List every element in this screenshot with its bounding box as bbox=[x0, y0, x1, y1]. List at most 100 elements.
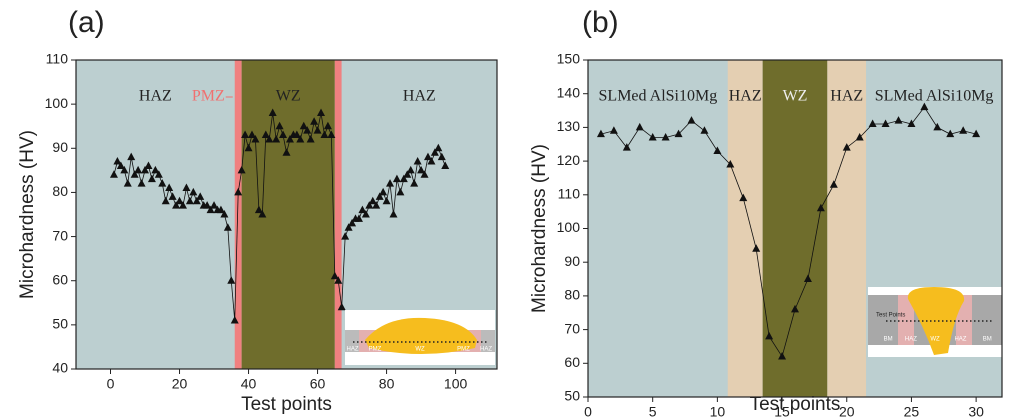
region-label: PMZ bbox=[192, 88, 225, 105]
data-point bbox=[127, 152, 136, 161]
data-point bbox=[341, 232, 350, 240]
data-point bbox=[130, 170, 139, 178]
data-point bbox=[247, 130, 256, 139]
data-point bbox=[403, 170, 412, 178]
y-axis-label: Microhardness (HV) bbox=[17, 130, 38, 299]
data-point bbox=[268, 108, 277, 116]
data-point bbox=[417, 165, 426, 174]
data-point bbox=[254, 205, 263, 214]
data-point bbox=[855, 133, 864, 141]
data-point bbox=[203, 201, 212, 209]
data-point bbox=[713, 146, 722, 154]
data-point bbox=[410, 179, 419, 187]
y-tick-label: 140 bbox=[557, 84, 581, 100]
inset-label: BM bbox=[983, 337, 992, 343]
inset-plate bbox=[345, 330, 359, 352]
inset-label: PMZ bbox=[369, 347, 382, 353]
data-point bbox=[375, 192, 384, 200]
data-point bbox=[141, 165, 150, 174]
data-point bbox=[223, 223, 232, 231]
data-point bbox=[739, 193, 748, 202]
inset-label: WZ bbox=[930, 337, 940, 343]
data-point bbox=[279, 130, 288, 139]
data-point bbox=[354, 214, 363, 222]
data-point bbox=[441, 161, 450, 169]
region-label: SLMed AlSi10Mg bbox=[599, 88, 718, 105]
data-point bbox=[109, 170, 118, 178]
data-point bbox=[609, 126, 618, 134]
inset-label: HAZ bbox=[347, 347, 359, 353]
region bbox=[588, 60, 728, 397]
region-label: HAZ bbox=[403, 88, 436, 105]
data-point bbox=[258, 210, 267, 218]
region bbox=[334, 60, 342, 369]
data-point bbox=[816, 203, 825, 212]
data-point bbox=[265, 134, 274, 143]
region-label: SLMed AlSi10Mg bbox=[875, 88, 994, 105]
data-point bbox=[881, 119, 890, 128]
region bbox=[727, 60, 763, 397]
data-point bbox=[420, 170, 429, 178]
data-point bbox=[700, 126, 709, 134]
inset-label: PMZ bbox=[457, 347, 470, 353]
data-point bbox=[299, 121, 308, 130]
data-point bbox=[765, 331, 774, 340]
y-tick-label: 100 bbox=[557, 219, 581, 235]
data-point bbox=[168, 192, 177, 200]
data-point bbox=[920, 102, 929, 111]
x-tick-label: 25 bbox=[904, 404, 920, 417]
data-point bbox=[372, 201, 381, 209]
data-point bbox=[216, 205, 225, 214]
data-point bbox=[946, 129, 955, 138]
data-point bbox=[317, 108, 326, 116]
y-tick-label: 150 bbox=[557, 51, 581, 67]
data-point bbox=[344, 223, 353, 231]
inset-weld bbox=[907, 287, 965, 355]
data-point bbox=[192, 196, 201, 205]
data-point bbox=[430, 148, 439, 156]
data-point bbox=[368, 196, 377, 205]
data-point bbox=[361, 210, 370, 218]
data-point bbox=[423, 152, 432, 161]
data-point bbox=[648, 133, 657, 141]
region bbox=[827, 60, 867, 397]
data-point bbox=[365, 201, 374, 209]
y-tick-label: 40 bbox=[52, 360, 68, 376]
data-point bbox=[210, 201, 219, 209]
y-tick-label: 130 bbox=[557, 118, 581, 134]
data-point bbox=[379, 187, 388, 196]
data-point bbox=[234, 187, 243, 196]
y-tick-label: 50 bbox=[52, 316, 68, 332]
data-point bbox=[427, 157, 436, 165]
data-point bbox=[227, 276, 236, 284]
data-point bbox=[726, 159, 735, 168]
data-point bbox=[178, 201, 187, 209]
region-label: HAZ bbox=[830, 88, 863, 105]
data-point bbox=[230, 315, 239, 324]
y-tick-label: 110 bbox=[46, 51, 69, 67]
inset-plate bbox=[898, 295, 914, 345]
data-point bbox=[120, 165, 129, 174]
x-tick-label: 20 bbox=[839, 404, 855, 417]
inset-label: Test Points bbox=[876, 313, 905, 319]
data-point bbox=[392, 174, 401, 183]
x-tick-label: 0 bbox=[584, 404, 592, 417]
data-point bbox=[907, 119, 916, 128]
x-tick-label: 30 bbox=[968, 404, 984, 417]
panel-label: (b) bbox=[582, 6, 619, 39]
data-point bbox=[337, 302, 346, 311]
y-tick-label: 60 bbox=[52, 271, 68, 287]
data-point bbox=[972, 129, 981, 138]
data-point bbox=[406, 165, 415, 174]
x-tick-label: 20 bbox=[172, 376, 188, 392]
x-tick-label: 5 bbox=[649, 404, 657, 417]
y-tick-label: 90 bbox=[564, 253, 580, 269]
data-point bbox=[313, 126, 322, 134]
data-point bbox=[386, 179, 395, 187]
data-point bbox=[158, 179, 167, 187]
data-point bbox=[123, 179, 132, 187]
y-tick-label: 50 bbox=[564, 388, 580, 404]
data-point bbox=[182, 183, 191, 192]
x-tick-label: 40 bbox=[241, 376, 257, 392]
